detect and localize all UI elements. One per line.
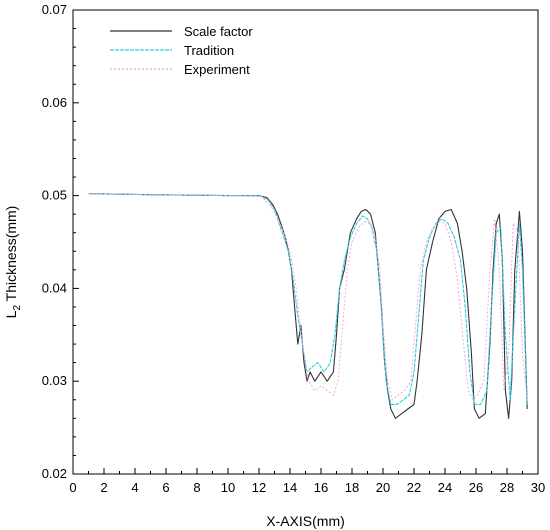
y-tick-label: 0.07 — [42, 2, 67, 17]
x-tick-label: 26 — [469, 480, 483, 495]
legend-label: Scale factor — [184, 24, 253, 39]
x-tick-label: 22 — [407, 480, 421, 495]
legend: Scale factor Tradition Experiment — [110, 24, 253, 77]
x-tick-label: 10 — [221, 480, 235, 495]
x-tick-label: 6 — [162, 480, 169, 495]
x-axis-ticks: 0 2 4 6 8 10 12 14 16 18 20 22 24 26 28 30 — [69, 468, 545, 495]
legend-label: Tradition — [184, 43, 234, 58]
series-layer — [88, 193, 528, 419]
x-tick-label: 30 — [531, 480, 545, 495]
y-tick-label: 0.06 — [42, 95, 67, 110]
x-tick-label: 18 — [345, 480, 359, 495]
x-tick-label: 12 — [252, 480, 266, 495]
y-axis-title: L2 Thickness(mm) — [3, 206, 23, 319]
y-tick-label: 0.02 — [42, 466, 67, 481]
x-tick-label: 8 — [193, 480, 200, 495]
y-tick-label: 0.04 — [42, 280, 67, 295]
y-tick-label: 0.03 — [42, 373, 67, 388]
y-axis-title-main: L — [3, 310, 19, 318]
legend-label: Experiment — [184, 62, 250, 77]
y-axis-title-subscript: 2 — [12, 305, 23, 311]
y-tick-label: 0.05 — [42, 188, 67, 203]
y-axis-ticks: 0.02 0.03 0.04 0.05 0.06 0.07 — [42, 2, 79, 481]
x-tick-label: 28 — [500, 480, 514, 495]
x-tick-label: 24 — [438, 480, 452, 495]
x-tick-label: 16 — [314, 480, 328, 495]
y-axis-title-rest: Thickness(mm) — [3, 206, 19, 305]
series-line-tradition — [88, 193, 528, 405]
x-tick-label: 14 — [283, 480, 297, 495]
x-tick-label: 2 — [100, 480, 107, 495]
x-axis-title: X-AXIS(mm) — [266, 513, 345, 529]
x-tick-label: 4 — [131, 480, 138, 495]
x-tick-label: 0 — [69, 480, 76, 495]
series-line-experiment — [88, 193, 528, 401]
x-tick-label: 20 — [376, 480, 390, 495]
